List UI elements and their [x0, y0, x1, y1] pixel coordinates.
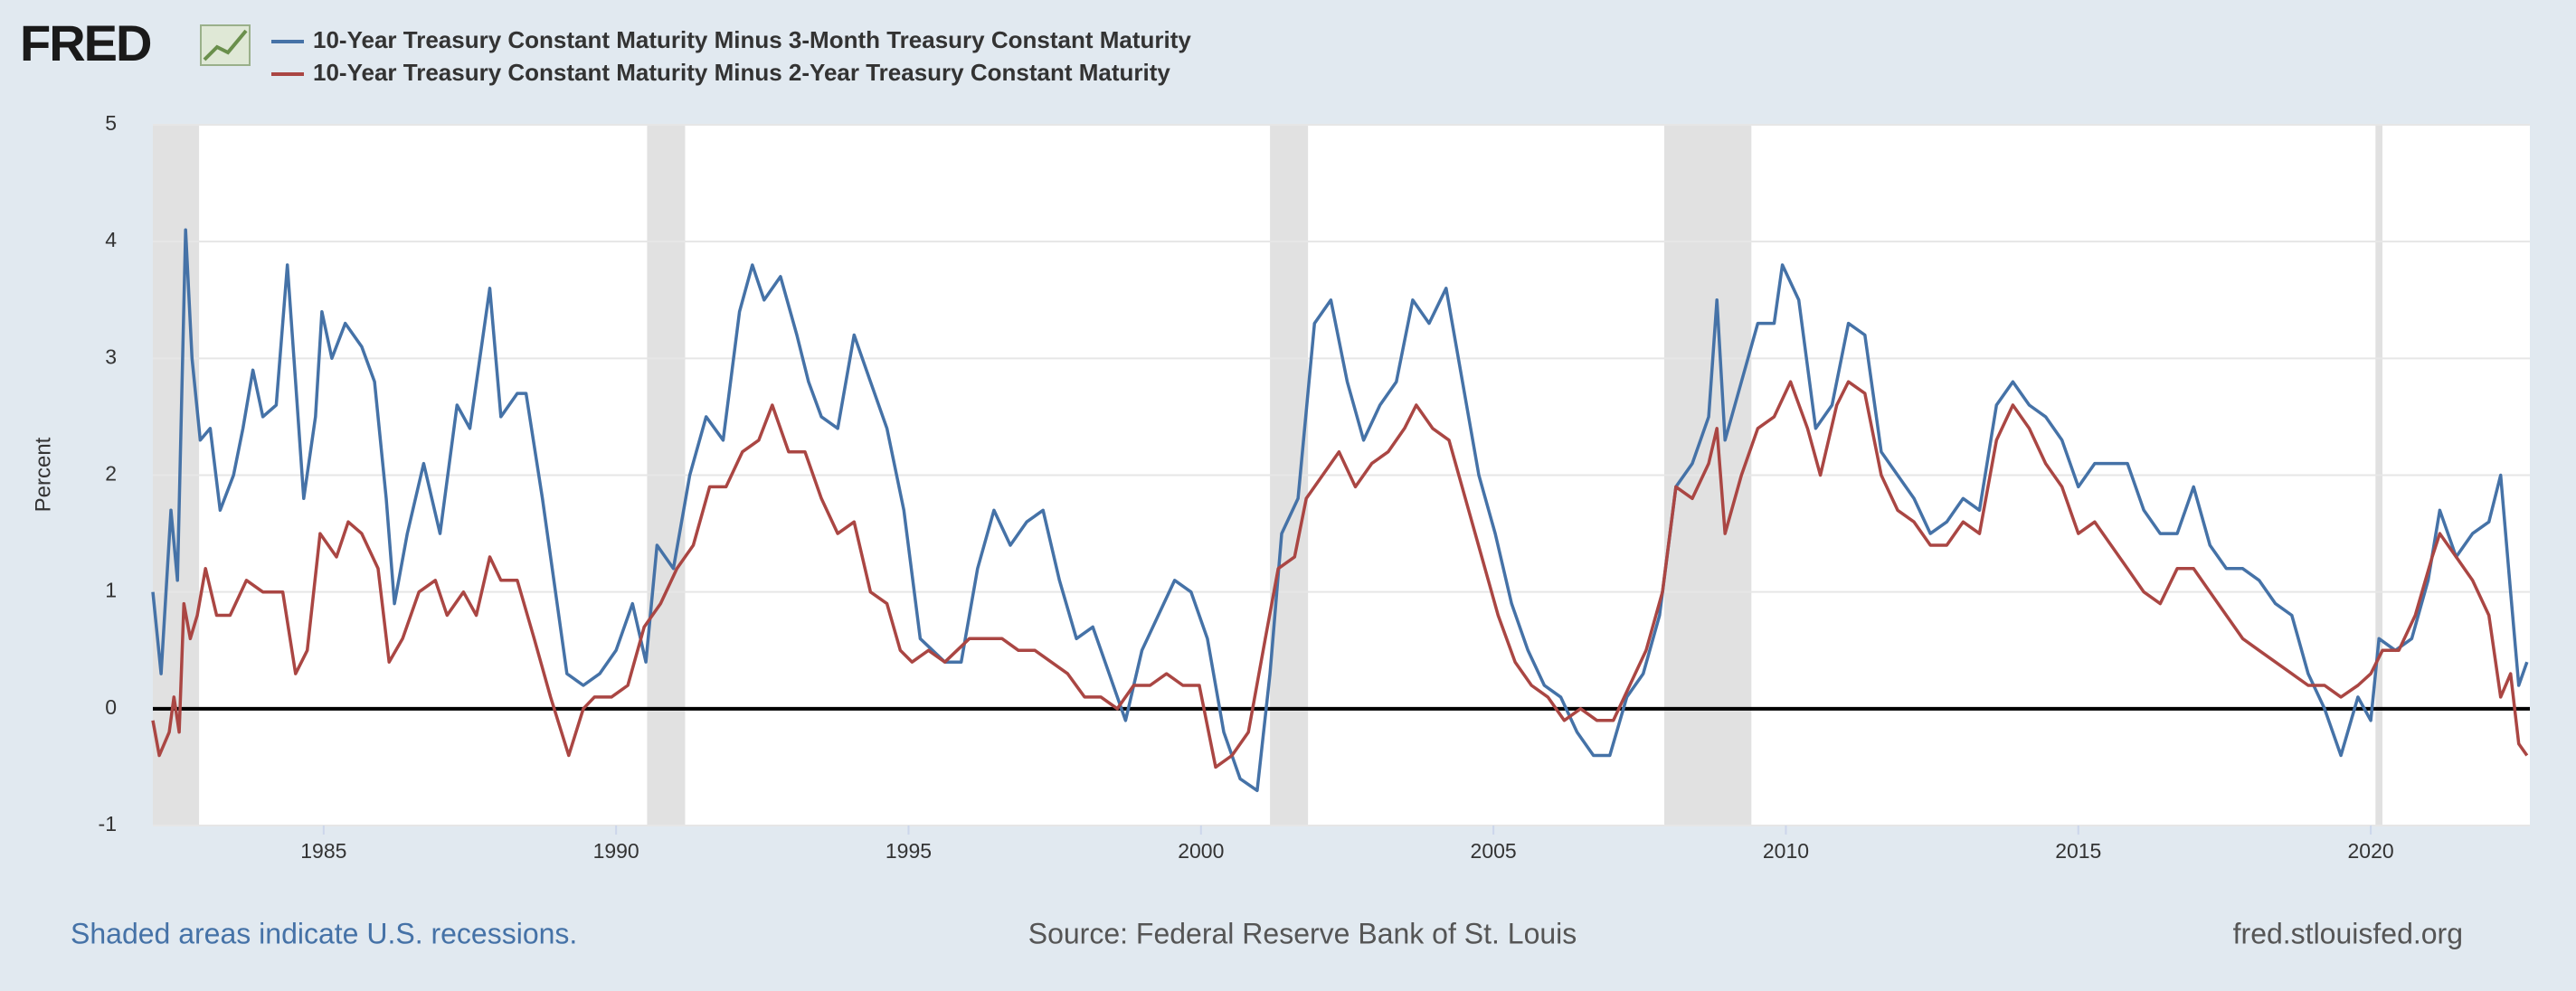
logo: FRED [20, 14, 151, 71]
y-tick-label: 2 [105, 462, 117, 486]
series-line [151, 380, 2529, 769]
y-tick-label: 3 [105, 344, 117, 368]
logo-icon [200, 24, 251, 66]
x-tick-label: 1985 [300, 839, 346, 863]
recession-note: Shaded areas indicate U.S. recessions. [71, 917, 577, 949]
y-tick-label: -1 [99, 812, 117, 835]
x-tick-label: 2000 [1178, 839, 1224, 863]
x-tick-label: 1995 [886, 839, 932, 863]
y-tick-label: 5 [105, 111, 117, 135]
y-tick-label: 0 [105, 695, 117, 719]
site: fred.stlouisfed.org [2233, 917, 2463, 949]
x-tick-label: 2010 [1763, 839, 1809, 863]
legend-label: 10-Year Treasury Constant Maturity Minus… [313, 59, 1170, 86]
source: Source: Federal Reserve Bank of St. Loui… [1028, 917, 1577, 949]
x-tick-label: 1990 [593, 839, 639, 863]
x-tick-label: 2015 [2055, 839, 2101, 863]
y-axis-label: Percent [31, 437, 55, 512]
y-tick-label: 1 [105, 579, 117, 602]
series-line [151, 228, 2529, 793]
x-tick-label: 2005 [1471, 839, 1517, 863]
y-tick-label: 4 [105, 228, 117, 251]
legend-label: 10-Year Treasury Constant Maturity Minus… [313, 26, 1191, 53]
x-tick-label: 2020 [2348, 839, 2394, 863]
